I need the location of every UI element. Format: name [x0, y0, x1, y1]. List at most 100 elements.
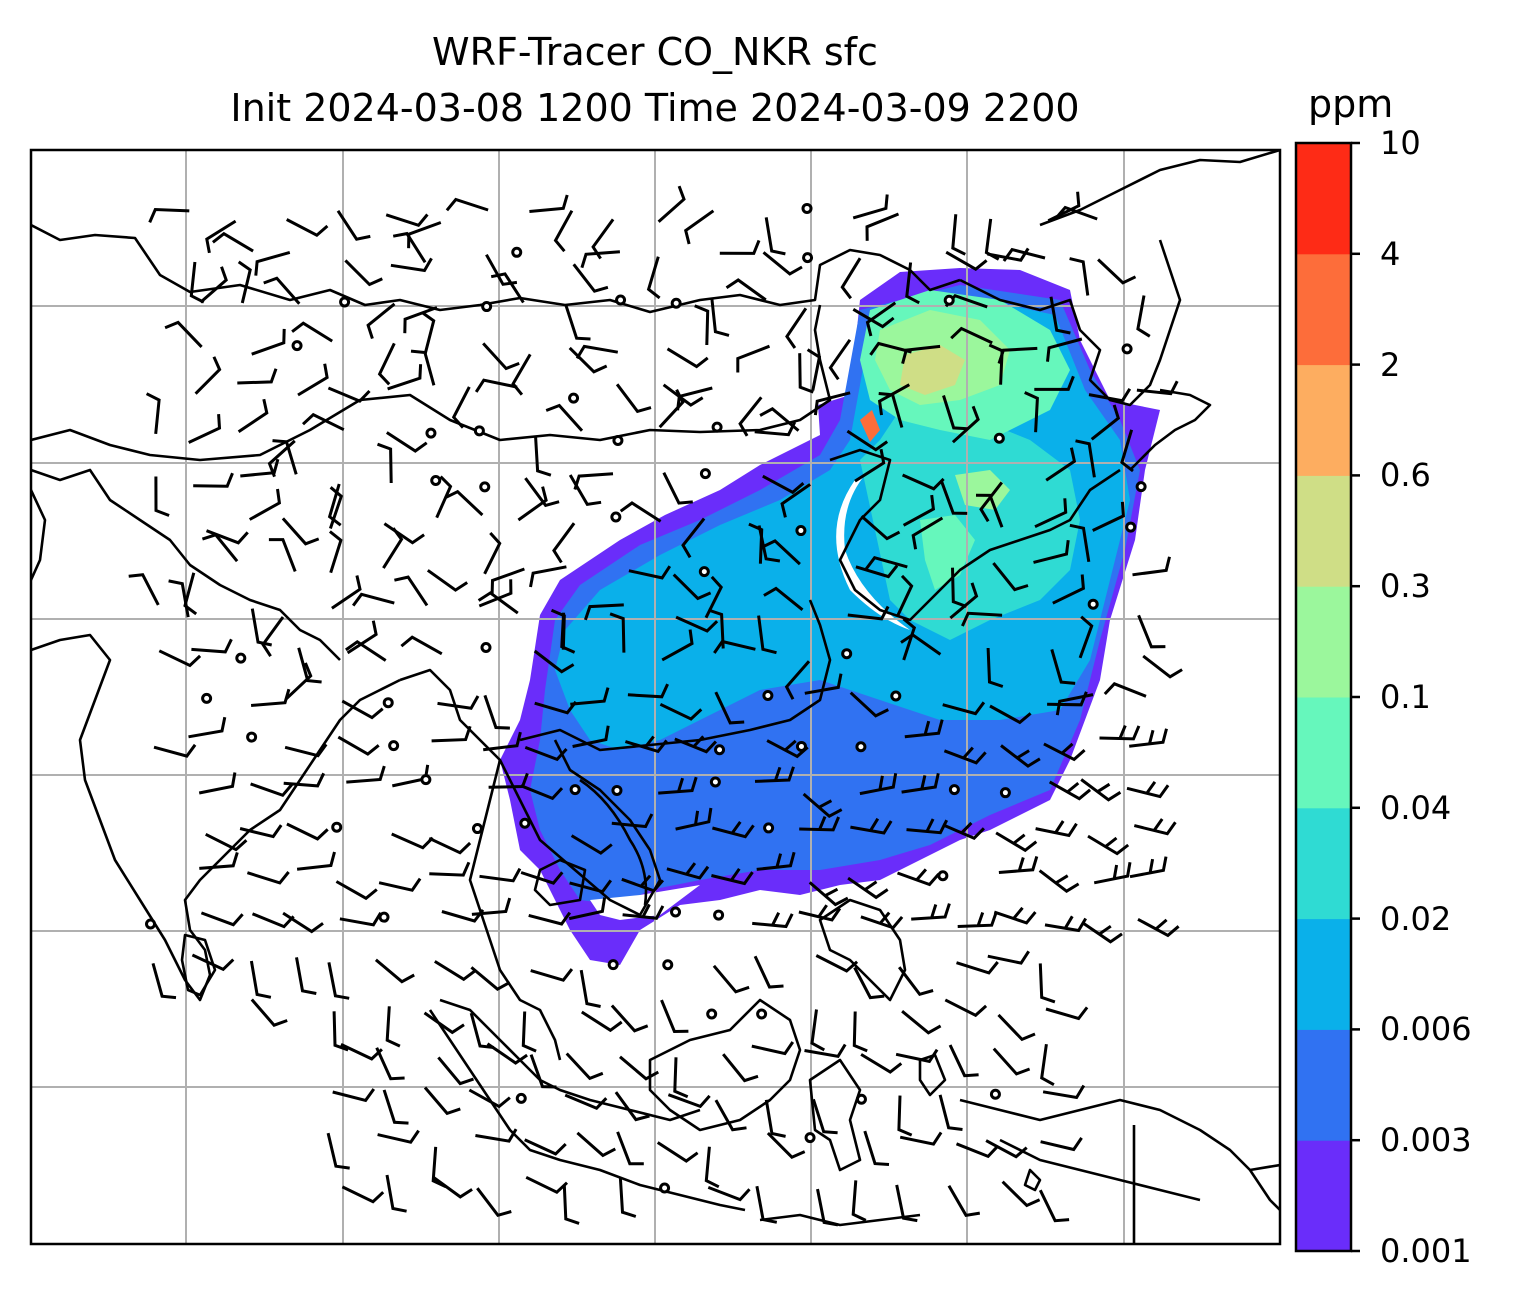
wind-barb	[618, 1178, 637, 1218]
calm-marker	[515, 1092, 527, 1104]
wind-barb	[479, 867, 522, 883]
wind-barb	[328, 486, 344, 529]
wind-barb	[482, 342, 520, 371]
wind-barb	[660, 999, 689, 1034]
colorbar-tick-label: 10	[1380, 124, 1421, 162]
wind-barb	[611, 813, 654, 829]
wind-barb	[1046, 337, 1083, 362]
wind-barb	[237, 368, 278, 385]
colorbar-tick-label: 2	[1380, 345, 1401, 384]
wind-barb	[900, 632, 942, 656]
wind-barb	[1049, 296, 1071, 335]
wind-barb	[1120, 429, 1134, 473]
wind-barb	[1034, 498, 1068, 529]
wind-barb	[943, 746, 987, 765]
calm-marker	[699, 468, 711, 480]
wind-barb	[785, 307, 808, 349]
wind-barb	[950, 326, 993, 345]
wind-barb	[394, 575, 429, 607]
calm-marker	[480, 641, 492, 653]
wind-barb	[128, 573, 160, 606]
calm-marker	[425, 427, 437, 439]
wind-barb	[261, 616, 285, 658]
wind-barb	[164, 320, 203, 348]
wind-barb	[853, 966, 885, 1000]
wind-barb	[437, 1056, 474, 1086]
wind-barb	[335, 880, 378, 901]
colorbar-tick-label: 0.02	[1380, 899, 1452, 938]
wind-barb	[385, 431, 428, 453]
wind-barb	[194, 356, 222, 395]
wind-barb	[993, 906, 1037, 925]
coastlines	[31, 150, 1280, 1244]
calm-marker	[706, 1008, 718, 1020]
wind-barb	[341, 699, 384, 720]
wind-barb	[550, 608, 566, 650]
wind-barb	[656, 1141, 699, 1163]
wind-barb	[627, 683, 669, 699]
wind-barb	[658, 389, 685, 429]
wind-barb	[704, 575, 723, 619]
calm-marker	[795, 740, 807, 752]
wind-barb	[755, 1185, 778, 1224]
wind-barb	[268, 538, 297, 572]
wind-barb	[1001, 1180, 1041, 1208]
wind-barb	[902, 617, 917, 661]
colorbar-segment	[1296, 697, 1351, 809]
wind-barb	[254, 250, 291, 276]
wind-barb	[984, 218, 1000, 261]
wind-barb	[895, 1184, 918, 1223]
wind-barb	[681, 517, 706, 559]
wind-barb	[816, 1188, 839, 1227]
wind-barb	[1126, 781, 1170, 799]
wind-barb	[904, 719, 944, 739]
wind-barb	[998, 855, 1039, 874]
wind-barb	[1129, 728, 1168, 748]
wind-barb	[562, 1184, 580, 1225]
calm-marker	[804, 1132, 816, 1144]
wind-barb	[764, 1099, 786, 1138]
wind-barb	[628, 565, 672, 580]
wind-barb	[423, 1086, 461, 1116]
calm-marker	[801, 202, 813, 214]
wind-barb	[1075, 439, 1096, 478]
wind-barb	[878, 392, 904, 428]
wind-barb	[211, 231, 254, 253]
wind-barb	[570, 834, 613, 855]
wind-barb	[860, 911, 904, 930]
wind-barb	[804, 1043, 847, 1059]
wind-barb	[189, 261, 205, 304]
calm-marker	[430, 475, 442, 487]
wind-barb	[877, 383, 911, 416]
wind-barb	[471, 897, 512, 916]
colorbar-segment	[1296, 586, 1351, 698]
wind-barb	[897, 1095, 913, 1137]
wind-barb	[675, 615, 719, 633]
wind-barb	[945, 250, 988, 272]
wind-barb	[426, 569, 469, 592]
wind-barb	[385, 1006, 401, 1048]
wind-barb	[992, 562, 1029, 592]
wind-barb	[1040, 1137, 1083, 1152]
wind-barb	[524, 745, 568, 762]
wind-barb	[568, 897, 607, 921]
colorbar-tick-label: 0.003	[1380, 1121, 1472, 1160]
wind-barb	[377, 342, 396, 386]
calm-marker	[607, 959, 619, 971]
wind-barb	[975, 493, 1004, 528]
wind-barb	[780, 483, 811, 518]
wind-barb	[849, 691, 889, 718]
wind-barb	[951, 567, 968, 608]
wind-barb	[1024, 391, 1039, 433]
wind-barb	[249, 960, 272, 999]
wind-barb	[956, 961, 999, 975]
wind-barb	[1054, 205, 1098, 221]
wind-barb	[158, 649, 202, 668]
wind-barb	[576, 1131, 616, 1158]
wind-barb	[575, 344, 619, 360]
calm-marker	[481, 301, 493, 313]
calm-marker	[420, 774, 432, 786]
wind-barb	[281, 517, 320, 546]
wind-barb	[694, 304, 710, 346]
calm-marker	[714, 744, 726, 756]
